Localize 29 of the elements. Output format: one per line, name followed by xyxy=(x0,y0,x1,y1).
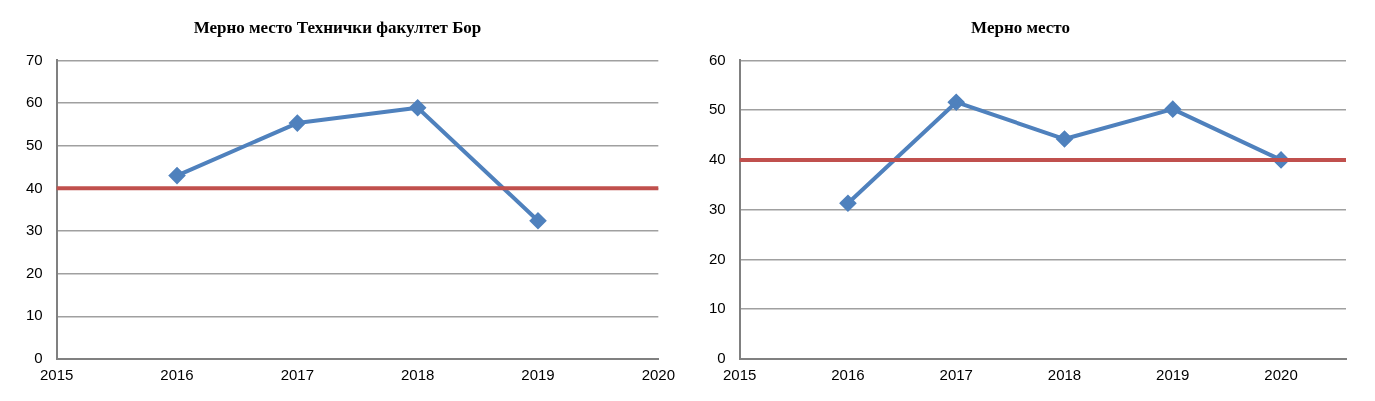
y-tick-label: 60 xyxy=(709,50,726,68)
y-tick-label: 20 xyxy=(709,249,726,267)
x-tick-label: 2020 xyxy=(1264,366,1298,384)
y-tick-label: 20 xyxy=(26,263,43,281)
y-tick-label: 50 xyxy=(709,100,726,118)
x-tick-label: 2018 xyxy=(1047,366,1082,384)
y-tick-label: 60 xyxy=(26,93,43,111)
x-tick-label: 2015 xyxy=(723,366,757,384)
y-tick-label: 30 xyxy=(26,221,43,239)
x-tick-label: 2019 xyxy=(521,366,555,384)
y-tick-label: 0 xyxy=(717,349,726,367)
x-tick-label: 2016 xyxy=(160,366,194,384)
x-tick-label: 2017 xyxy=(280,366,315,384)
x-tick-label: 2015 xyxy=(40,366,74,384)
y-tick-label: 40 xyxy=(709,150,726,168)
x-tick-label: 2017 xyxy=(939,366,973,384)
y-tick-label: 0 xyxy=(34,349,43,367)
y-tick-label: 70 xyxy=(26,50,43,68)
y-tick-label: 30 xyxy=(709,199,726,217)
x-tick-label: 2019 xyxy=(1156,366,1190,384)
x-tick-label: 2020 xyxy=(641,366,675,384)
y-tick-label: 40 xyxy=(26,178,43,196)
chart-title: Мерно место Технички факултет Бор xyxy=(193,17,482,37)
y-tick-label: 10 xyxy=(709,299,726,317)
y-tick-label: 10 xyxy=(26,306,43,324)
y-tick-label: 50 xyxy=(26,135,43,153)
x-tick-label: 2016 xyxy=(831,366,865,384)
chart-title: Мерно место xyxy=(971,17,1070,37)
x-tick-label: 2018 xyxy=(400,366,435,384)
